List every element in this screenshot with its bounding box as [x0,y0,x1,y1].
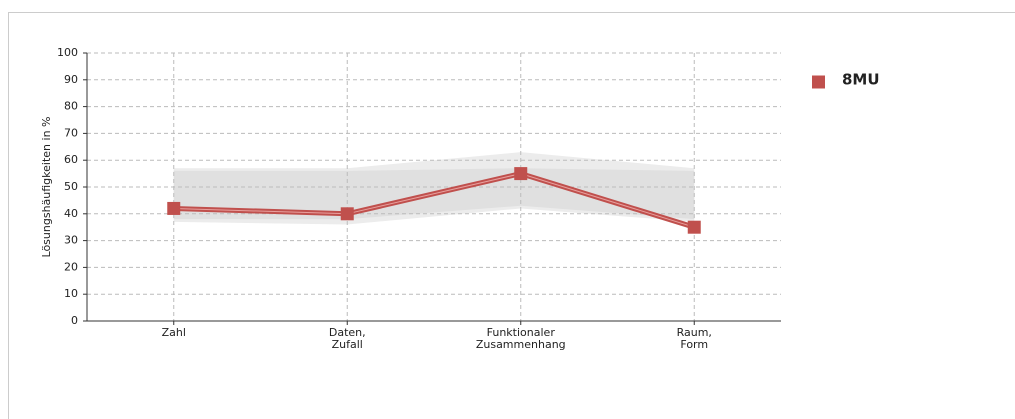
x-tick-label: Funktionaler Zusammenhang [476,326,566,351]
y-tick-label: 50 [64,180,78,193]
y-axis-label: Lösungshäufigkeiten in % [40,117,53,258]
y-tick-label: 90 [64,73,78,86]
y-tick-label: 20 [64,260,78,273]
y-tick-label: 30 [64,234,78,247]
series-line-highlight [173,173,695,228]
marker [167,201,181,215]
legend-label: 8MU [842,71,880,89]
y-tick-label: 40 [64,207,78,220]
marker [340,207,354,221]
y-tick-label: 0 [71,314,78,327]
x-tick-label: Daten, Zufall [329,326,366,351]
y-tick-label: 100 [57,46,78,59]
y-tick-label: 10 [64,287,78,300]
marker [687,220,701,234]
y-tick-label: 70 [64,126,78,139]
x-tick-label: Zahl [162,326,186,339]
frame [8,12,1015,419]
legend-marker [812,75,825,89]
marker [514,167,528,181]
y-tick-label: 80 [64,100,78,113]
x-tick-label: Raum, Form [677,326,712,351]
y-tick-label: 60 [64,153,78,166]
